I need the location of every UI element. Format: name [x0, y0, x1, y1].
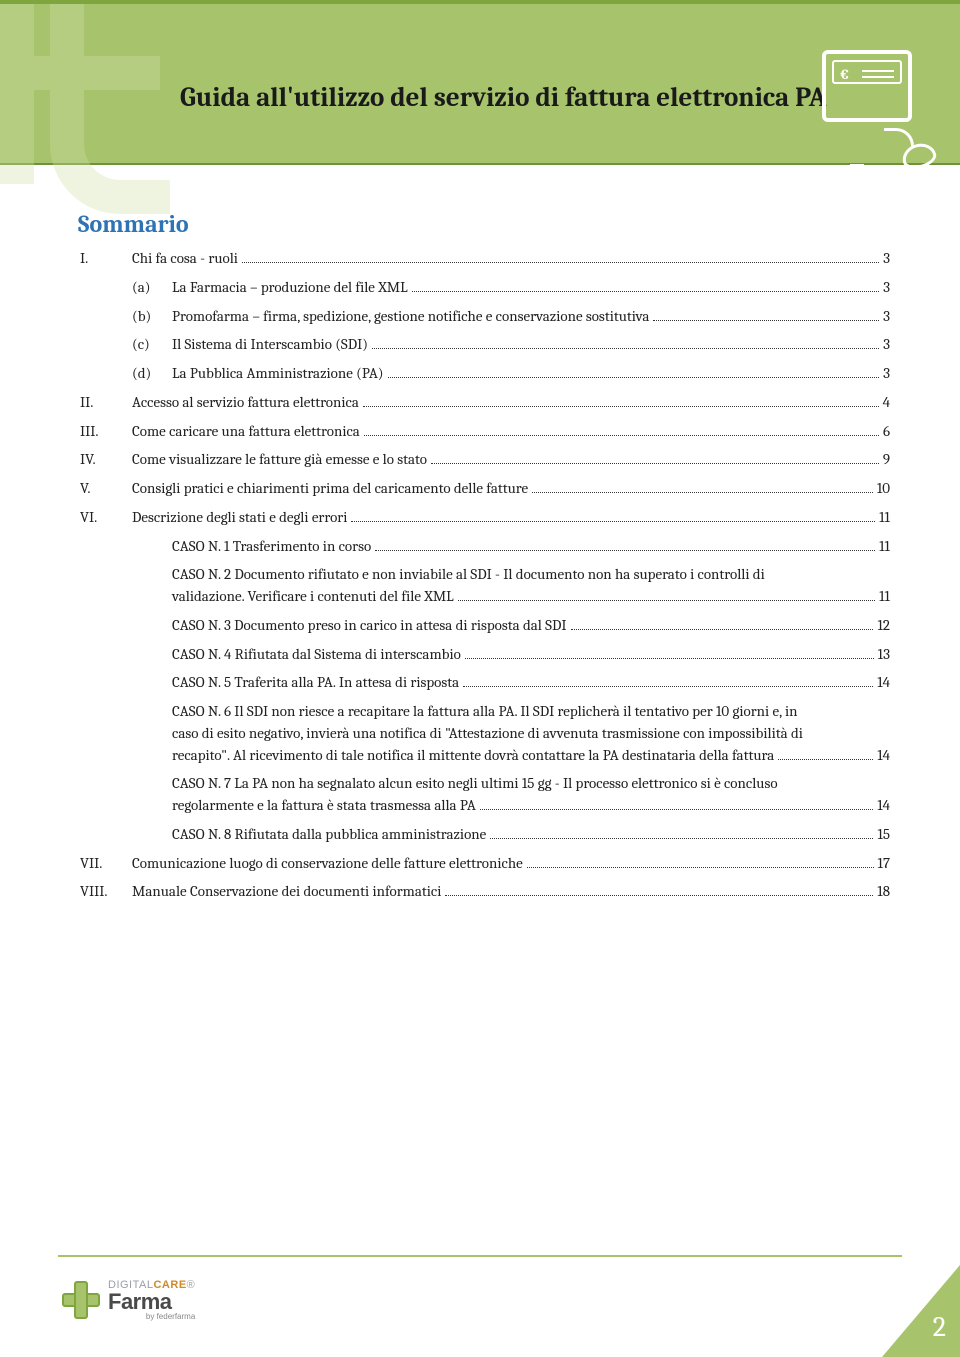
toc-page: 6: [883, 421, 890, 443]
toc-text: CASO N. 4 Rifiutata dal Sistema di inter…: [132, 644, 890, 666]
toc-num: (c): [78, 334, 172, 356]
logo-main: Farma: [108, 1291, 195, 1313]
toc-page: 14: [877, 795, 890, 817]
toc-page: 13: [878, 644, 890, 666]
toc-entry[interactable]: I.Chi fa cosa - ruoli3: [78, 248, 890, 270]
page-number-corner: 2: [880, 1265, 960, 1357]
toc-page: 11: [879, 586, 890, 608]
toc-page: 3: [883, 248, 890, 270]
toc-num: VI.: [78, 507, 132, 529]
toc-text: CASO N. 6 Il SDI non riesce a recapitare…: [132, 701, 890, 766]
toc-entry[interactable]: CASO N. 5 Traferita alla PA. In attesa d…: [78, 672, 890, 694]
toc-page: 14: [877, 745, 890, 767]
header-decor-icon: [0, 4, 180, 214]
toc-text: Manuale Conservazione dei documenti info…: [132, 881, 890, 903]
toc-entry[interactable]: (c)Il Sistema di Interscambio (SDI)3: [78, 334, 890, 356]
toc-page: 3: [883, 363, 890, 385]
toc-entry[interactable]: VI.Descrizione degli stati e degli error…: [78, 507, 890, 529]
page-title: Guida all'utilizzo del servizio di fattu…: [180, 82, 826, 113]
toc-text: Comunicazione luogo di conservazione del…: [132, 853, 890, 875]
toc-entry[interactable]: CASO N. 8 Rifiutata dalla pubblica ammin…: [78, 824, 890, 846]
toc-num: II.: [78, 392, 132, 414]
toc-page: 3: [883, 306, 890, 328]
toc-text: Promofarma – firma, spedizione, gestione…: [172, 306, 890, 328]
toc-page: 3: [883, 277, 890, 299]
toc-entry[interactable]: (d)La Pubblica Amministrazione (PA)3: [78, 363, 890, 385]
toc-entry[interactable]: V.Consigli pratici e chiarimenti prima d…: [78, 478, 890, 500]
toc-text: Come visualizzare le fatture già emesse …: [132, 449, 890, 471]
toc-text: Descrizione degli stati e degli errori11: [132, 507, 890, 529]
logo-byline: by federfarma: [108, 1313, 195, 1321]
toc-page: 11: [879, 536, 890, 558]
toc-entry[interactable]: VIII.Manuale Conservazione dei documenti…: [78, 881, 890, 903]
toc-entry[interactable]: VII.Comunicazione luogo di conservazione…: [78, 853, 890, 875]
content-area: Sommario I.Chi fa cosa - ruoli3 (a)La Far…: [78, 210, 890, 910]
toc-num: (d): [78, 363, 172, 385]
footer-logo: DIGITALCARE® Farma by federfarma: [60, 1279, 195, 1321]
toc-text: Come caricare una fattura elettronica6: [132, 421, 890, 443]
toc-text: CASO N. 3 Documento preso in carico in a…: [132, 615, 890, 637]
toc-entry[interactable]: IV.Come visualizzare le fatture già emes…: [78, 449, 890, 471]
toc-text: Consigli pratici e chiarimenti prima del…: [132, 478, 890, 500]
toc-entry[interactable]: CASO N. 2 Documento rifiutato e non invi…: [78, 564, 890, 608]
toc-text: CASO N. 2 Documento rifiutato e non invi…: [132, 564, 890, 608]
toc-num: I.: [78, 248, 132, 270]
toc-page: 11: [879, 507, 890, 529]
toc-page: 3: [883, 334, 890, 356]
toc-text: CASO N. 7 La PA non ha segnalato alcun e…: [132, 773, 890, 817]
toc-text: La Farmacia – produzione del file XML3: [172, 277, 890, 299]
toc-entry[interactable]: CASO N. 3 Documento preso in carico in a…: [78, 615, 890, 637]
header-band: Guida all'utilizzo del servizio di fattu…: [0, 0, 960, 165]
toc-num: IV.: [78, 449, 132, 471]
toc-entry[interactable]: CASO N. 7 La PA non ha segnalato alcun e…: [78, 773, 890, 817]
toc-page: 10: [877, 478, 890, 500]
toc-entry[interactable]: (a)La Farmacia – produzione del file XML…: [78, 277, 890, 299]
toc-text: CASO N. 8 Rifiutata dalla pubblica ammin…: [132, 824, 890, 846]
toc-entry[interactable]: III.Come caricare una fattura elettronic…: [78, 421, 890, 443]
toc-text: CASO N. 1 Trasferimento in corso11: [132, 536, 890, 558]
toc-page: 15: [877, 824, 890, 846]
toc-page: 18: [877, 881, 890, 903]
toc-entry[interactable]: CASO N. 6 Il SDI non riesce a recapitare…: [78, 701, 890, 766]
toc-text: Chi fa cosa - ruoli3: [132, 248, 890, 270]
toc-page: 12: [877, 615, 890, 637]
toc-heading: Sommario: [78, 210, 890, 238]
toc-num: V.: [78, 478, 132, 500]
toc-text: Accesso al servizio fattura elettronica4: [132, 392, 890, 414]
toc-entry[interactable]: (b)Promofarma – firma, spedizione, gesti…: [78, 306, 890, 328]
toc-page: 4: [883, 392, 890, 414]
toc-text: La Pubblica Amministrazione (PA)3: [172, 363, 890, 385]
toc-num: VII.: [78, 853, 132, 875]
toc-page: 14: [877, 672, 890, 694]
toc-entry[interactable]: CASO N. 1 Trasferimento in corso11: [78, 536, 890, 558]
page-number: 2: [933, 1311, 946, 1343]
toc-num: III.: [78, 421, 132, 443]
toc-num: (b): [78, 306, 172, 328]
toc-entry[interactable]: CASO N. 4 Rifiutata dal Sistema di inter…: [78, 644, 890, 666]
footer-divider: [58, 1255, 902, 1257]
toc-text: CASO N. 5 Traferita alla PA. In attesa d…: [132, 672, 890, 694]
toc-page: 9: [883, 449, 890, 471]
toc-num: VIII.: [78, 881, 132, 903]
toc-list: I.Chi fa cosa - ruoli3 (a)La Farmacia – p…: [78, 248, 890, 903]
cross-icon: [60, 1279, 102, 1321]
monitor-euro-icon: €: [812, 42, 932, 162]
toc-num: (a): [78, 277, 172, 299]
toc-text: Il Sistema di Interscambio (SDI)3: [172, 334, 890, 356]
toc-page: 17: [878, 853, 890, 875]
toc-entry[interactable]: II.Accesso al servizio fattura elettroni…: [78, 392, 890, 414]
